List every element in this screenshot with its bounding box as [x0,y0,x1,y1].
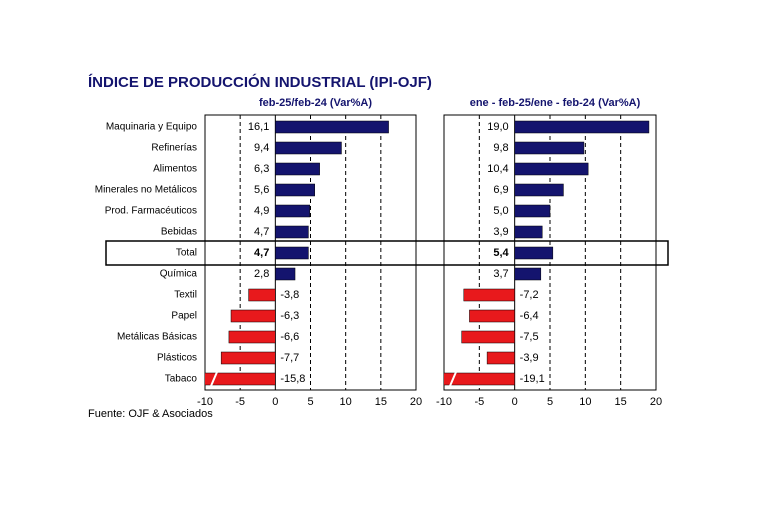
bar [514,141,585,155]
bar [514,183,564,197]
value-label: -19,1 [520,373,545,385]
category-label: Alimentos [153,164,197,175]
value-label: 10,4 [487,163,508,175]
bar [220,351,276,365]
value-label: 5,4 [493,247,509,259]
value-label: -3,8 [280,289,299,301]
x-tick-label: 15 [375,396,387,408]
highlight-box [105,240,669,266]
category-label: Textil [174,290,197,301]
x-tick-label: 5 [547,396,553,408]
bar [275,183,315,197]
value-label: -7,5 [520,331,539,343]
x-tick-label: 5 [307,396,313,408]
bar [275,120,389,134]
bar [248,288,276,302]
bar [444,372,515,386]
x-tick-label: 20 [410,396,422,408]
x-tick-label: 0 [512,396,518,408]
category-label: Maquinaria y Equipo [106,122,198,133]
category-label: Plásticos [157,353,197,364]
category-label: Refinerías [151,143,197,154]
category-label: Minerales no Metálicos [95,185,197,196]
category-label: Papel [171,311,197,322]
value-label: -6,4 [520,310,539,322]
bar [275,246,309,260]
value-label: 4,9 [254,205,269,217]
bar [461,330,515,344]
bar [275,267,296,281]
value-label: 6,3 [254,163,269,175]
value-label: -15,8 [280,373,305,385]
value-label: 6,9 [493,184,508,196]
value-label: -3,9 [520,352,539,364]
bar [205,372,276,386]
axis-break [449,371,457,387]
bar [275,225,309,239]
value-label: 3,9 [493,226,508,238]
x-tick-label: -5 [235,396,245,408]
value-label: 5,0 [493,205,508,217]
x-tick-label: -10 [436,396,452,408]
x-tick-label: 20 [650,396,662,408]
category-label: Bebidas [161,227,197,238]
bar [275,162,320,176]
value-label: 2,8 [254,268,269,280]
bar [486,351,515,365]
value-label: 4,7 [254,226,269,238]
bar [228,330,276,344]
x-tick-label: -5 [474,396,484,408]
value-label: -6,6 [280,331,299,343]
x-tick-label: 0 [272,396,278,408]
bar [514,267,542,281]
x-tick-label: 10 [340,396,352,408]
bar [514,120,650,134]
bar [469,309,515,323]
x-tick-label: 10 [579,396,591,408]
bar [514,225,543,239]
bar [230,309,276,323]
bar [514,204,551,218]
source: Fuente: OJF & Asociados [88,408,213,420]
bar [463,288,515,302]
value-label: -7,7 [280,352,299,364]
value-label: 9,8 [493,142,508,154]
value-label: 16,1 [248,121,269,133]
value-label: 9,4 [254,142,269,154]
panel-subtitle: feb-25/feb-24 (Var%A) [259,97,372,109]
value-label: -7,2 [520,289,539,301]
category-label: Metálicas Básicas [117,332,197,343]
value-label: 4,7 [254,247,269,259]
category-label: Total [176,248,197,259]
axis-break [210,371,218,387]
x-tick-label: 15 [615,396,627,408]
value-label: 3,7 [493,268,508,280]
bar [514,246,554,260]
value-label: -6,3 [280,310,299,322]
chart-title: ÍNDICE DE PRODUCCIÓN INDUSTRIAL (IPI-OJF… [88,73,432,91]
bar [514,162,589,176]
category-label: Química [160,269,198,280]
category-label: Tabaco [165,374,198,385]
bar [275,141,342,155]
category-label: Prod. Farmacéuticos [105,206,197,217]
value-label: 5,6 [254,184,269,196]
bar [275,204,311,218]
x-tick-label: -10 [197,396,213,408]
value-label: 19,0 [487,121,508,133]
panel-subtitle: ene - feb-25/ene - feb-24 (Var%A) [470,97,641,109]
